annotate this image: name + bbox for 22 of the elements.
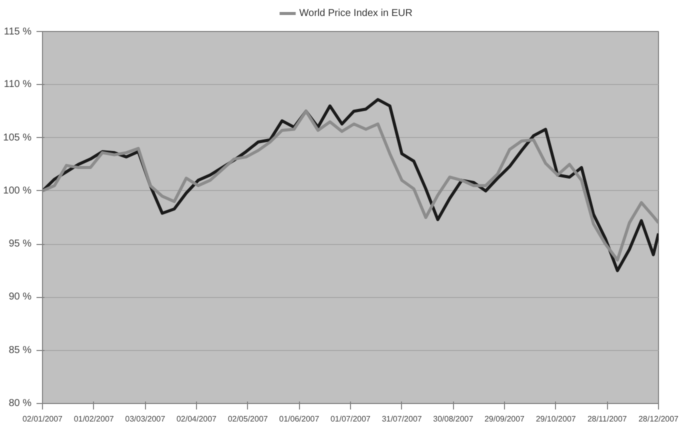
y-tick-label: 85 % <box>8 344 32 356</box>
x-tick-label: 03/03/2007 <box>125 414 166 424</box>
x-tick-label: 29/10/2007 <box>536 414 576 424</box>
legend-label: World Price Index in EUR <box>299 8 412 19</box>
x-tick-label: 28/12/2007 <box>638 414 680 424</box>
y-tick-label: 115 % <box>4 26 32 38</box>
x-tick-label: 01/07/2007 <box>330 414 372 424</box>
x-tick-label: 30/08/2007 <box>433 414 474 424</box>
x-tick-label: 29/09/2007 <box>484 414 526 424</box>
y-tick-label: 105 % <box>3 132 32 144</box>
y-tick-label: 100 % <box>3 185 32 196</box>
y-tick-label: 90 % <box>8 292 32 303</box>
y-tick-label: 110 % <box>4 79 32 90</box>
y-tick-label: 80 % <box>8 398 32 409</box>
x-tick-label: 01/06/2007 <box>279 414 320 424</box>
x-tick-label: 02/05/2007 <box>228 414 268 424</box>
x-tick-label: 02/01/2007 <box>22 414 64 424</box>
x-tick-label: 02/04/2007 <box>176 414 218 424</box>
x-tick-label: 28/11/2007 <box>587 414 628 424</box>
x-tick-label: 01/02/2007 <box>74 414 114 424</box>
x-tick-label: 31/07/2007 <box>382 414 422 424</box>
y-tick-label: 95 % <box>8 238 32 250</box>
